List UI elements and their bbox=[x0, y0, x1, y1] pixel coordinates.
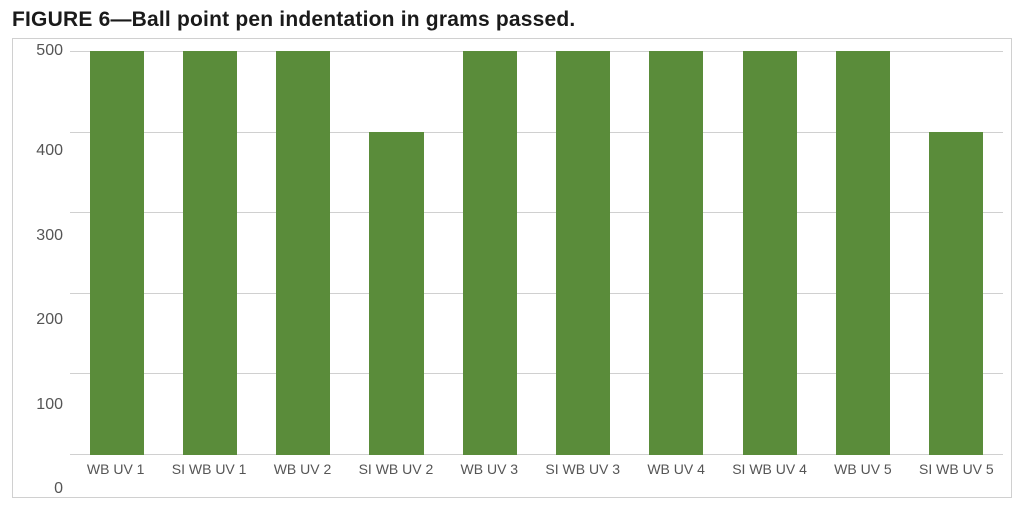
x-axis-label: SI WB UV 1 bbox=[162, 461, 255, 489]
y-tick: 300 bbox=[36, 228, 63, 244]
bar bbox=[369, 132, 423, 455]
bar bbox=[183, 51, 237, 455]
x-axis-label: WB UV 2 bbox=[256, 461, 349, 489]
y-tick: 100 bbox=[36, 397, 63, 413]
plot-frame: 500 400 300 200 100 0 bbox=[12, 38, 1012, 498]
plot-body: WB UV 1SI WB UV 1WB UV 2SI WB UV 2WB UV … bbox=[69, 51, 1003, 489]
bar-slot bbox=[536, 51, 629, 455]
y-tick: 200 bbox=[36, 312, 63, 328]
bar-slot bbox=[257, 51, 350, 455]
bar bbox=[90, 51, 144, 455]
x-axis-label: WB UV 4 bbox=[629, 461, 722, 489]
bar bbox=[929, 132, 983, 455]
bar bbox=[276, 51, 330, 455]
bar bbox=[743, 51, 797, 455]
x-axis-label: WB UV 5 bbox=[816, 461, 909, 489]
x-axis-label: SI WB UV 5 bbox=[910, 461, 1003, 489]
bar-slot bbox=[70, 51, 163, 455]
figure-container: FIGURE 6—Ball point pen indentation in g… bbox=[0, 0, 1024, 510]
x-axis-label: SI WB UV 4 bbox=[723, 461, 816, 489]
y-axis: 500 400 300 200 100 0 bbox=[21, 51, 69, 489]
x-axis-label: WB UV 3 bbox=[443, 461, 536, 489]
bar bbox=[649, 51, 703, 455]
bar-slot bbox=[816, 51, 909, 455]
bars-container bbox=[70, 51, 1003, 455]
y-tick: 500 bbox=[36, 43, 63, 59]
bar-slot bbox=[350, 51, 443, 455]
bar-slot bbox=[443, 51, 536, 455]
bar-slot bbox=[163, 51, 256, 455]
bar-slot bbox=[910, 51, 1003, 455]
bar-slot bbox=[630, 51, 723, 455]
bar bbox=[556, 51, 610, 455]
plot-area bbox=[69, 51, 1003, 455]
y-tick: 0 bbox=[54, 481, 63, 497]
bar bbox=[463, 51, 517, 455]
y-tick: 400 bbox=[36, 143, 63, 159]
x-axis-label: SI WB UV 3 bbox=[536, 461, 629, 489]
chart-row: 500 400 300 200 100 0 bbox=[21, 51, 1003, 489]
figure-title: FIGURE 6—Ball point pen indentation in g… bbox=[12, 8, 1012, 32]
bar bbox=[836, 51, 890, 455]
x-axis-label: SI WB UV 2 bbox=[349, 461, 442, 489]
bar-slot bbox=[723, 51, 816, 455]
x-axis-label: WB UV 1 bbox=[69, 461, 162, 489]
x-axis: WB UV 1SI WB UV 1WB UV 2SI WB UV 2WB UV … bbox=[69, 455, 1003, 489]
